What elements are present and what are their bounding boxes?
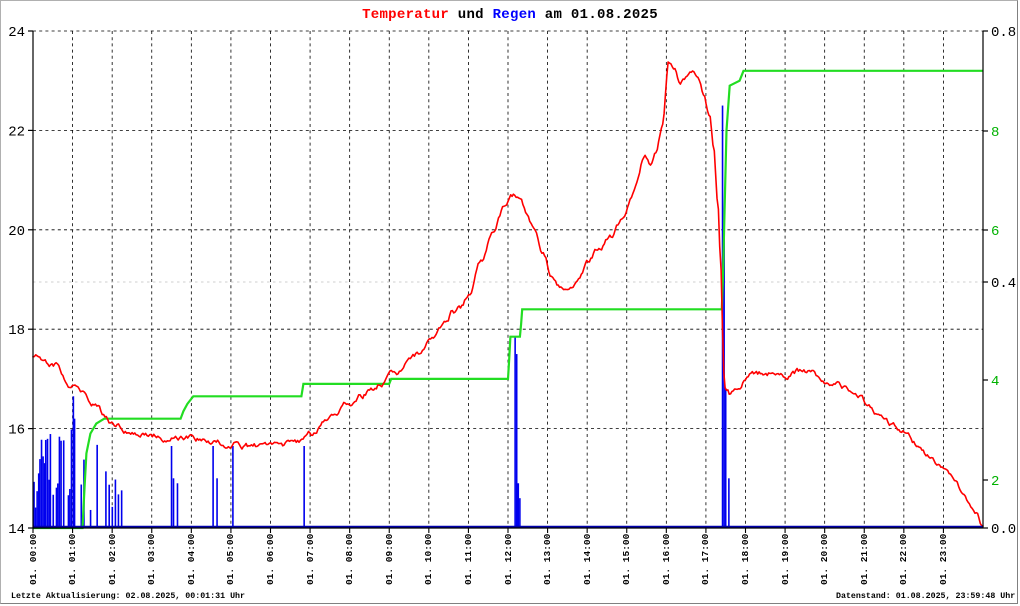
svg-text:0.0: 0.0 xyxy=(991,522,1016,538)
svg-text:0.4: 0.4 xyxy=(991,276,1016,292)
svg-text:18: 18 xyxy=(8,323,25,339)
svg-text:6: 6 xyxy=(991,224,999,240)
svg-text:2: 2 xyxy=(991,474,999,490)
svg-text:22: 22 xyxy=(8,124,25,140)
svg-text:4: 4 xyxy=(991,374,999,390)
svg-text:20: 20 xyxy=(8,224,25,240)
svg-text:24: 24 xyxy=(8,25,25,41)
svg-text:16: 16 xyxy=(8,423,25,439)
svg-text:0.8: 0.8 xyxy=(991,25,1016,41)
svg-text:8: 8 xyxy=(991,125,999,141)
svg-text:14: 14 xyxy=(8,522,25,538)
